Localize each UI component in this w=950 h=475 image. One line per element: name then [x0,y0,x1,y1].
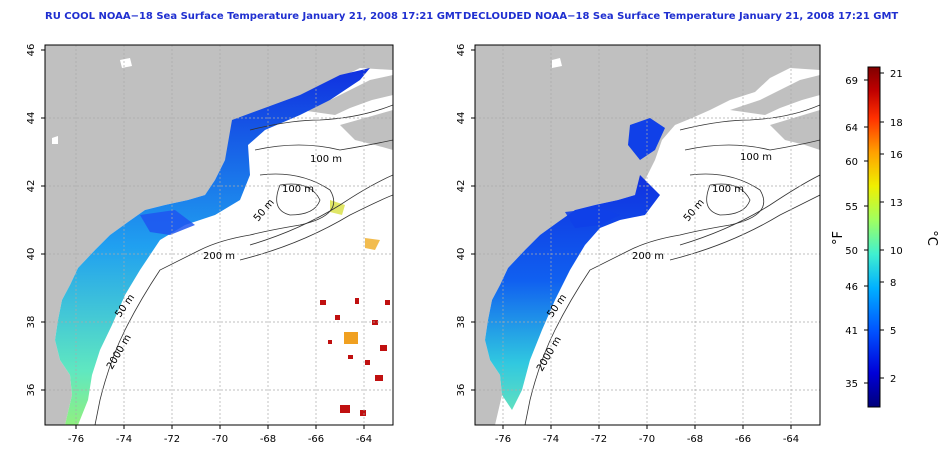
y-tick-label: 38 [26,316,37,329]
x-tick-label: -68 [687,434,703,445]
x-tick-label: -64 [783,434,799,445]
y-tick-label: 42 [26,180,37,193]
fahrenheit-tick-label: 55 [845,202,858,213]
x-tick-label: -74 [116,434,132,445]
fahrenheit-unit-label: °F [831,231,846,245]
y-tick-label: 46 [26,44,37,57]
right-map-panel: 100 m 100 m 50 m 200 m 50 m 2000 m -76 -… [456,44,821,445]
y-tick-label: 38 [456,316,467,329]
y-tick-label: 44 [456,112,467,125]
y-tick-label: 46 [456,44,467,57]
celsius-tick-label: 21 [890,69,903,80]
fahrenheit-tick-label: 46 [845,282,858,293]
y-tick-label: 42 [456,180,467,193]
y-tick-label: 36 [456,384,467,397]
celsius-tick-label: 2 [890,374,896,385]
contour-label: 200 m [632,251,664,262]
y-tick-label: 36 [26,384,37,397]
right-grid [475,45,820,425]
left-grid [45,45,393,425]
right-panel-title: DECLOUDED NOAA−18 Sea Surface Temperatur… [463,11,899,22]
y-tick-label: 40 [26,248,37,261]
x-tick-label: -70 [212,434,228,445]
x-tick-label: -74 [543,434,559,445]
x-tick-label: -76 [68,434,84,445]
x-tick-label: -76 [495,434,511,445]
land-mass [475,45,820,425]
fahrenheit-tick-label: 35 [845,379,858,390]
celsius-tick-label: 10 [890,246,903,257]
fahrenheit-tick-label: 64 [845,123,858,134]
x-tick-label: -66 [735,434,751,445]
celsius-tick-label: 18 [890,118,903,129]
colorbar: 69 64 60 55 50 46 41 35 21 18 16 13 10 8… [831,66,939,408]
celsius-tick-label: 5 [890,326,896,337]
x-tick-label: -68 [260,434,276,445]
left-panel-title: RU COOL NOAA−18 Sea Surface Temperature … [45,11,462,22]
x-tick-label: -70 [639,434,655,445]
x-tick-label: -72 [591,434,607,445]
contour-label: 100 m [310,154,342,165]
fahrenheit-tick-label: 41 [845,326,858,337]
celsius-tick-label: 13 [890,198,903,209]
contour-label: 200 m [203,251,235,262]
fahrenheit-tick-label: 60 [845,157,858,168]
x-tick-label: -72 [164,434,180,445]
x-tick-label: -64 [356,434,372,445]
celsius-unit-label: °C [924,230,939,246]
celsius-tick-label: 8 [890,278,896,289]
fahrenheit-tick-label: 69 [845,76,858,87]
contour-label: 100 m [740,152,772,163]
land-mass [45,45,393,425]
left-map-panel: 100 m 100 m 50 m 200 m 50 m 2000 m -76 -… [26,44,394,445]
contour-label: 100 m [282,184,314,195]
fahrenheit-tick-label: 50 [845,246,858,257]
celsius-tick-label: 16 [890,150,903,161]
y-tick-label: 40 [456,248,467,261]
colorbar-gradient [867,66,881,408]
y-tick-label: 44 [26,112,37,125]
x-tick-label: -66 [308,434,324,445]
contour-label: 100 m [712,184,744,195]
